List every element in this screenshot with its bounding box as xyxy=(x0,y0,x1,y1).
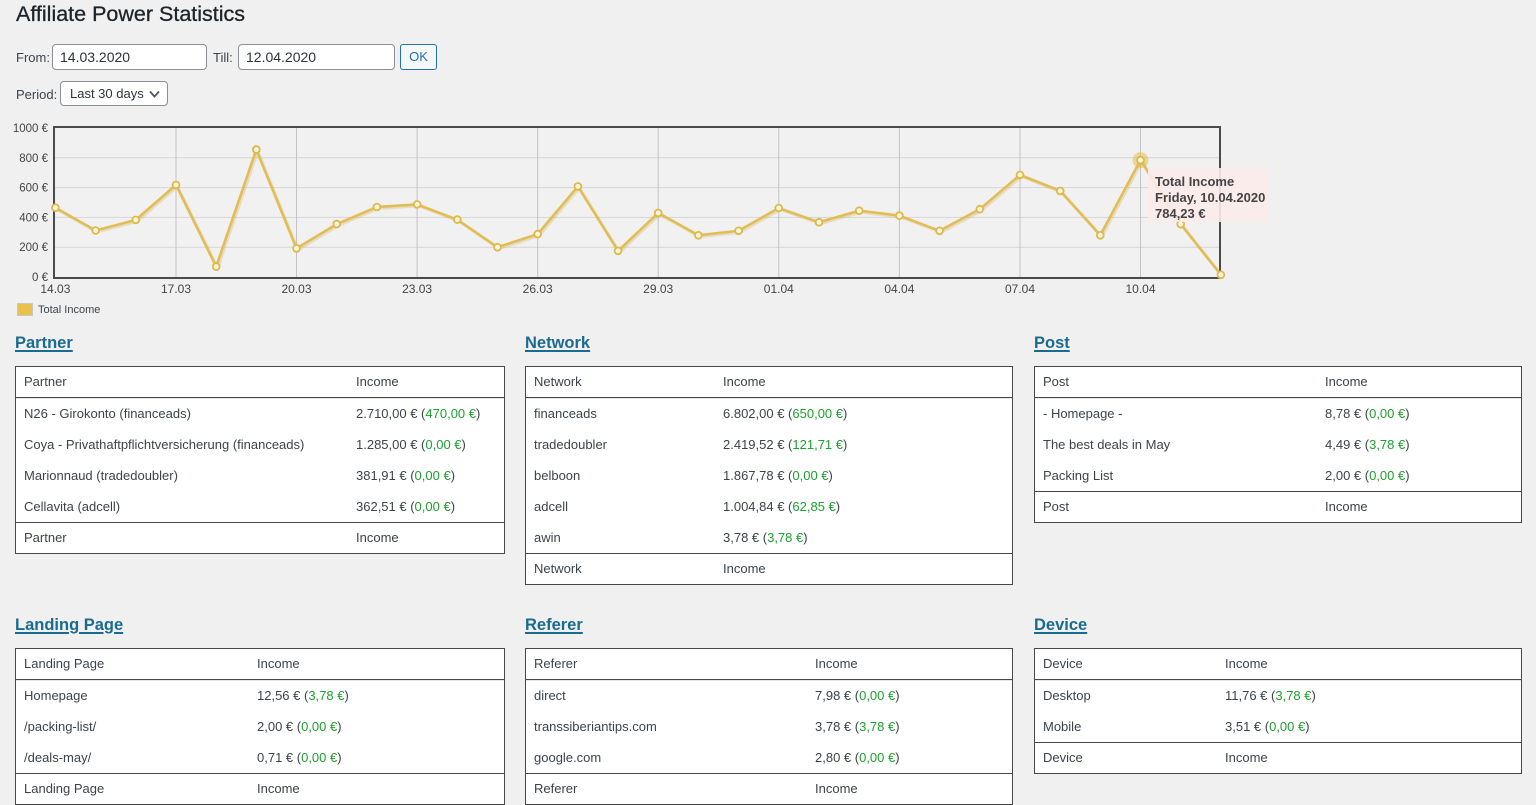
svg-text:20.03: 20.03 xyxy=(281,282,311,296)
svg-text:Total Income: Total Income xyxy=(38,304,100,316)
svg-text:23.03: 23.03 xyxy=(402,282,432,296)
svg-text:200 €: 200 € xyxy=(19,242,48,254)
svg-text:17.03: 17.03 xyxy=(161,282,191,296)
svg-text:600 €: 600 € xyxy=(19,183,48,195)
svg-text:Total Income: Total Income xyxy=(1155,174,1234,189)
svg-text:14.03: 14.03 xyxy=(40,282,70,296)
svg-text:04.04: 04.04 xyxy=(884,282,914,296)
svg-text:10.04: 10.04 xyxy=(1125,282,1155,296)
svg-text:784,23 €: 784,23 € xyxy=(1155,206,1206,221)
svg-text:800 €: 800 € xyxy=(19,153,48,165)
svg-text:29.03: 29.03 xyxy=(643,282,673,296)
svg-text:01.04: 01.04 xyxy=(764,282,794,296)
svg-text:07.04: 07.04 xyxy=(1005,282,1035,296)
svg-text:400 €: 400 € xyxy=(19,212,48,224)
svg-text:1000 €: 1000 € xyxy=(13,123,49,135)
svg-text:Friday, 10.04.2020: Friday, 10.04.2020 xyxy=(1155,190,1265,205)
svg-text:0 €: 0 € xyxy=(32,272,49,284)
svg-text:26.03: 26.03 xyxy=(523,282,553,296)
